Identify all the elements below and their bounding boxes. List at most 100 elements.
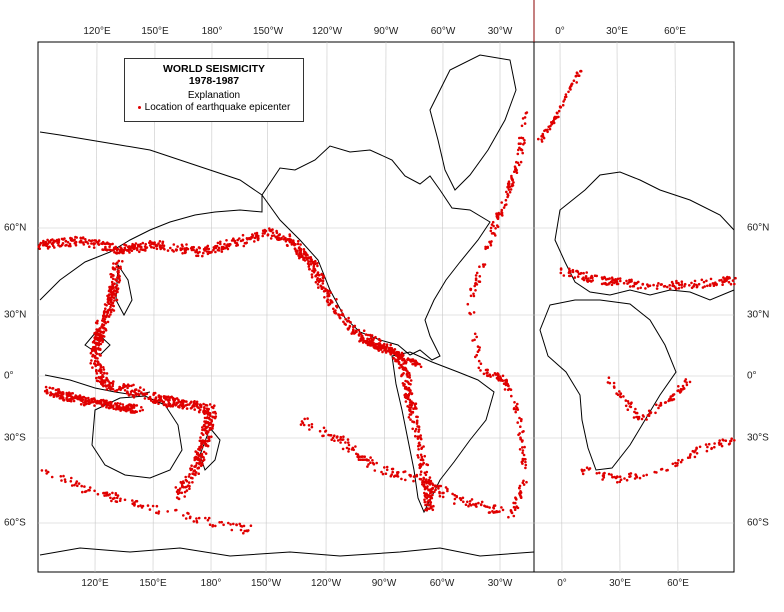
epicenter-dot <box>83 490 87 494</box>
epicenter-dot <box>504 198 508 202</box>
epicenter-dot <box>69 244 72 248</box>
epicenter-dot <box>103 402 106 406</box>
epicenter-dot <box>688 380 692 384</box>
epicenter-dot <box>197 516 201 520</box>
epicenter-dot <box>410 392 414 395</box>
epicenter-dot <box>607 472 611 476</box>
epicenter-dot <box>48 386 52 390</box>
epicenter-dot <box>629 475 632 478</box>
epicenter-dot <box>145 246 149 249</box>
epicenter-dot <box>321 273 324 277</box>
epicenter-dot <box>504 381 508 385</box>
epicenter-dot <box>321 282 325 285</box>
epicenter-dot <box>420 455 424 459</box>
epicenter-dot <box>63 478 67 481</box>
epicenter-dot <box>261 232 265 235</box>
epicenter-dot <box>595 274 598 278</box>
epicenter-dot <box>427 488 431 492</box>
epicenter-dot <box>523 116 527 119</box>
epicenter-dot <box>236 238 239 242</box>
epicenter-dot <box>133 245 137 248</box>
epicenter-dot <box>658 404 661 407</box>
epicenter-dot <box>602 476 606 479</box>
epicenter-dot <box>119 246 122 249</box>
epicenter-dot <box>98 353 101 356</box>
epicenter-dot <box>718 439 721 442</box>
epicenter-dot <box>129 248 132 251</box>
epicenter-dot <box>409 406 413 409</box>
epicenter-dot <box>157 510 161 513</box>
epicenter-dot <box>419 473 422 476</box>
epicenter-dot <box>669 398 672 402</box>
epicenter-dot <box>206 416 209 419</box>
epicenter-dot <box>582 276 585 280</box>
epicenter-dot <box>306 256 310 260</box>
epicenter-dot <box>242 244 246 248</box>
epicenter-dot <box>202 424 206 428</box>
epicenter-dot <box>590 280 593 283</box>
epicenter-dot <box>304 251 307 254</box>
epicenter-dot <box>94 351 98 354</box>
epicenter-dot <box>107 315 111 318</box>
epicenter-dot <box>501 214 504 217</box>
epicenter-dot <box>285 243 289 247</box>
epicenter-dot <box>168 402 172 406</box>
epicenter-dot <box>157 242 160 245</box>
meridian-line <box>383 41 387 573</box>
epicenter-dot <box>479 362 483 366</box>
epicenter-dot <box>705 449 709 453</box>
epicenter-dot <box>517 163 521 167</box>
epicenter-dot <box>635 411 639 415</box>
epicenter-dot <box>432 504 435 508</box>
epicenter-dot <box>484 368 488 372</box>
epicenter-dot <box>98 380 102 384</box>
epicenter-dot <box>241 239 244 242</box>
epicenter-dot <box>479 369 482 372</box>
epicenter-dot <box>517 142 521 145</box>
epicenter-dot <box>342 314 345 317</box>
epicenter-dot <box>161 240 165 244</box>
epicenter-dot <box>293 247 297 250</box>
epicenter-dot <box>202 458 206 462</box>
epicenter-dot <box>211 415 214 419</box>
epicenter-dot <box>327 303 330 307</box>
epicenter-dot <box>657 406 660 410</box>
epicenter-dot <box>475 505 478 508</box>
coastlines <box>39 54 735 557</box>
epicenter-dot <box>102 331 105 335</box>
epicenter-dot <box>520 148 523 152</box>
epicenter-dot <box>664 401 668 404</box>
epicenter-dot <box>100 325 103 328</box>
epicenter-dot <box>513 508 517 512</box>
epicenter-dot <box>672 398 676 401</box>
epicenter-dot <box>314 269 317 272</box>
epicenter-dot <box>147 397 150 401</box>
epicenter-dot <box>705 279 708 283</box>
epicenter-dot <box>646 414 650 417</box>
epicenter-dot <box>733 282 736 286</box>
epicenter-dot <box>635 475 638 479</box>
lon-label-bottom: 0° <box>557 578 567 589</box>
epicenter-dot <box>674 286 677 289</box>
epicenter-dot <box>202 411 206 415</box>
epicenter-dot <box>633 477 637 480</box>
epicenter-dot <box>89 362 92 365</box>
epicenter-dot <box>98 399 102 403</box>
epicenter-dot <box>256 238 260 242</box>
epicenter-dot <box>162 244 166 247</box>
epicenter-dot <box>102 384 105 388</box>
epicenter-dot <box>451 492 454 496</box>
epicenter-dot <box>196 254 200 258</box>
epicenter-dot <box>172 243 176 246</box>
epicenter-dot <box>484 247 487 251</box>
epicenter-dot <box>232 522 235 526</box>
epicenter-dot <box>385 343 389 346</box>
epicenter-dot <box>211 423 215 427</box>
epicenter-dot <box>44 241 48 245</box>
epicenter-dot <box>358 331 362 335</box>
epicenter-dot <box>677 385 680 388</box>
epicenter-dot <box>239 528 243 532</box>
epicenter-dot <box>349 321 352 324</box>
epicenter-dot <box>728 276 731 280</box>
epicenter-dot <box>278 233 282 236</box>
